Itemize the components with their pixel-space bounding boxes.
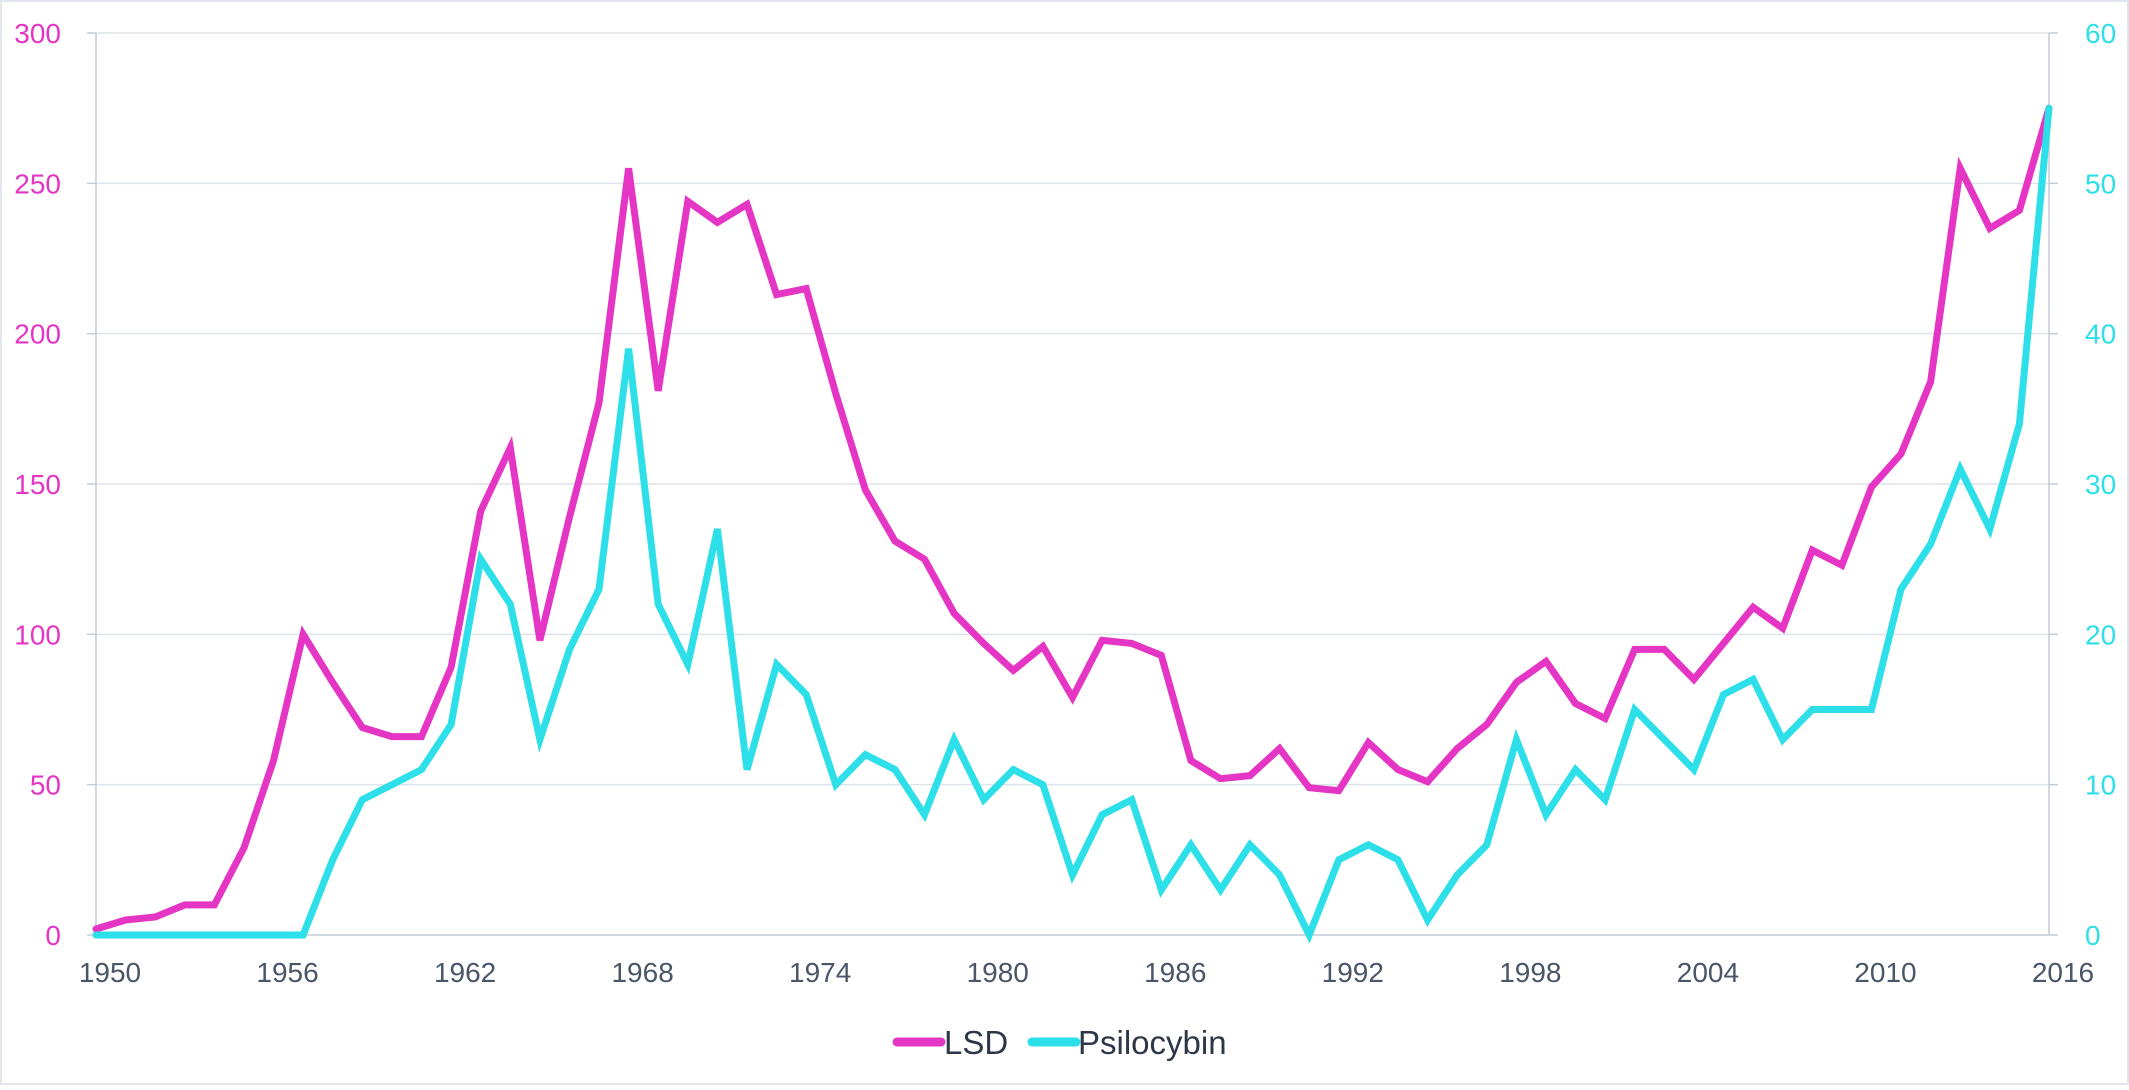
series-lines (92, 104, 2053, 944)
x-axis-tick-label: 2004 (1677, 957, 1739, 988)
left-axis-tick-label: 50 (30, 770, 61, 801)
legend-item-psilocybin: Psilocybin (1027, 1024, 1227, 1061)
series-line-lsd (92, 104, 2053, 933)
x-axis-tick-label: 1962 (434, 957, 496, 988)
tick-labels: 0 50 100 150 200 250 300 0 10 20 30 40 50 60 1950 1956 1… (14, 18, 2116, 988)
right-axis-tick-label: 10 (2085, 770, 2116, 801)
right-axis-tick-label: 30 (2085, 469, 2116, 500)
x-axis-tick-label: 1980 (967, 957, 1029, 988)
x-axis-tick-label: 2010 (1854, 957, 1916, 988)
series-line-psilocybin (92, 104, 2053, 944)
legend-item-lsd: LSD (892, 1024, 1008, 1061)
x-axis-tick-label: 1998 (1499, 957, 1561, 988)
left-axis-tick-label: 250 (14, 168, 61, 199)
left-axis-tick-label: 150 (14, 469, 61, 500)
x-axis-tick-label: 2016 (2032, 957, 2094, 988)
left-axis-tick-label: 200 (14, 319, 61, 350)
axes (87, 32, 2058, 936)
legend-label-psilocybin: Psilocybin (1078, 1024, 1227, 1061)
x-axis-tick-label: 1974 (789, 957, 851, 988)
x-axis-tick-label: 1956 (256, 957, 318, 988)
gridlines (96, 32, 2049, 786)
x-axis-tick-label: 1968 (611, 957, 673, 988)
right-axis-tick-label: 40 (2085, 319, 2116, 350)
left-axis-tick-label: 0 (45, 920, 61, 951)
left-axis-tick-label: 300 (14, 18, 61, 49)
right-axis-tick-label: 0 (2085, 920, 2101, 951)
x-axis-tick-label: 1992 (1322, 957, 1384, 988)
right-axis-tick-label: 50 (2085, 168, 2116, 199)
left-axis-tick-label: 100 (14, 619, 61, 650)
x-axis-tick-label: 1950 (79, 957, 141, 988)
legend-label-lsd: LSD (944, 1024, 1008, 1061)
legend: LSD Psilocybin (892, 1024, 1227, 1061)
right-axis-tick-label: 20 (2085, 619, 2116, 650)
x-axis-tick-label: 1986 (1144, 957, 1206, 988)
right-axis-tick-label: 60 (2085, 18, 2116, 49)
